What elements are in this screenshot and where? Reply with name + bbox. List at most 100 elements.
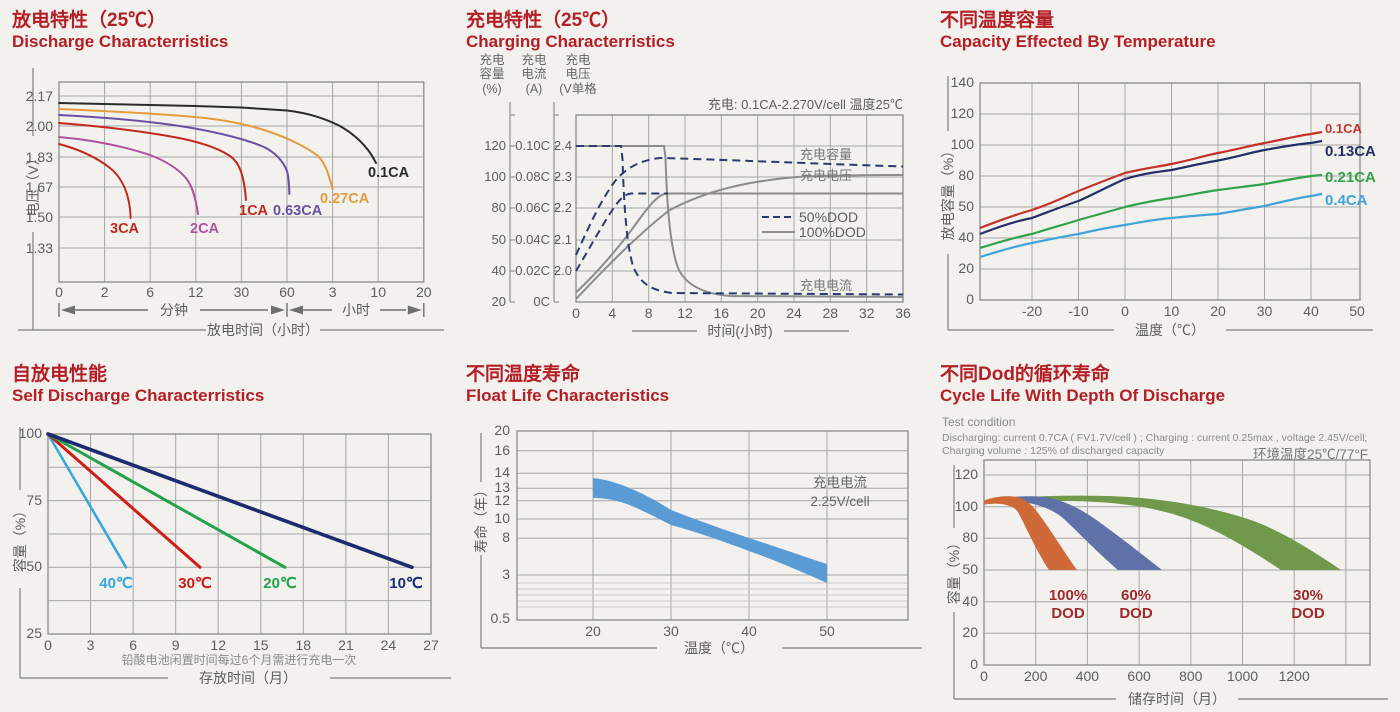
chart-title-zh: 不同Dod的循环寿命 — [940, 364, 1110, 385]
y-tick: 0 — [970, 656, 978, 672]
x-tick: 200 — [1024, 668, 1048, 684]
x-tick: 24 — [786, 305, 802, 321]
x-tick: 30 — [1257, 303, 1273, 319]
chart-title-zh: 放电特性（25℃） — [12, 10, 167, 31]
cur-tick: 0.08C — [515, 169, 550, 184]
footnote: 铅酸电池闲置时间每过6个月需进行充电一次 — [122, 652, 357, 667]
x-tick: 36 — [895, 305, 911, 321]
y-axis-label: 容量（%） — [946, 536, 962, 604]
x-ticks: 0 2 6 12 30 60 3 10 20 — [55, 284, 432, 300]
dod-label: 100% — [1049, 587, 1087, 604]
x-axis-label: 储存时间（月） — [1128, 691, 1226, 707]
arrow-right-icon — [271, 305, 285, 315]
chart-title-zh: 充电特性（25℃） — [466, 10, 621, 31]
voltage-100dod-curve — [575, 192, 903, 294]
chart-capacity-temperature: 不同温度容量 Capacity Effected By Temperature … — [936, 6, 1398, 351]
cycle-life-plot: Test condition Discharging: current 0.7C… — [942, 415, 1388, 707]
cap-tick: 20 — [492, 294, 506, 309]
header-current: 充电 — [521, 52, 547, 67]
x-ticks: 0 4 8 12 16 20 24 28 32 36 — [572, 305, 911, 321]
chart-capacity-temperature-titles: 不同温度容量 Capacity Effected By Temperature — [940, 10, 1216, 52]
curve-0.21CA — [979, 173, 1323, 250]
y-tick: 20 — [962, 624, 978, 640]
x-tick: 6 — [129, 637, 137, 653]
annotation: 充电电流 2.25V/cell — [810, 475, 869, 509]
volt-tick: 2.2 — [554, 200, 572, 215]
y-tick: 20 — [494, 422, 510, 438]
band-100dod — [984, 496, 1077, 570]
x-ticks: 20 30 40 50 — [585, 623, 835, 639]
ambient-temperature-label: 环境温度25℃/77°F — [1253, 447, 1368, 462]
x-tick: 0 — [1121, 303, 1129, 319]
dod-label: 30% — [1293, 587, 1323, 604]
chart-title-en: Discharge Characterristics — [12, 32, 229, 51]
x-tick: 32 — [859, 305, 875, 321]
x-tick: 20 — [416, 284, 432, 300]
x-tick: 27 — [423, 637, 439, 653]
x-axis-label: 放电时间（小时） — [207, 322, 319, 338]
header-current: 电流 — [521, 67, 547, 81]
x-tick: 3 — [329, 284, 337, 300]
chart-charging: 充电特性（25℃） Charging Characterristics 充电 容… — [462, 6, 932, 351]
y-tick: 50 — [26, 558, 42, 574]
x-tick: 30 — [663, 623, 679, 639]
x-ticks: -20 -10 0 10 20 30 40 50 — [1022, 303, 1365, 319]
y-tick: 1.50 — [26, 209, 53, 225]
outer-axis: 电压（V） 放电时间（小时） — [18, 68, 444, 338]
x-tick: 12 — [188, 284, 204, 300]
outer-axis: 容量（%） 储存时间（月） — [946, 465, 1388, 707]
y-axis-label: 容量（%） — [12, 504, 28, 572]
axis-headers: 充电 容量 (%) 充电 电流 (A) 充电 电压 (V单格 — [479, 52, 597, 96]
volt-tick: 2.3 — [554, 169, 572, 184]
cur-tick: 0.06C — [515, 200, 550, 215]
current-curve-label: 充电电流 — [800, 278, 852, 293]
chart-title-en: Float Life Characteristics — [466, 386, 670, 405]
y-tick: 50 — [962, 561, 978, 577]
x-tick: 600 — [1127, 668, 1151, 684]
test-condition-line: Test condition — [942, 415, 1015, 429]
series-label: 0.1CA — [368, 165, 410, 181]
curve-0.13CA — [979, 139, 1323, 236]
x-tick: -10 — [1068, 303, 1088, 319]
chart-cycle-life-titles: 不同Dod的循环寿命 Cycle Life With Depth Of Disc… — [940, 364, 1225, 406]
curve-0.1CA — [58, 102, 377, 164]
y-tick: 1.83 — [26, 149, 53, 165]
y-tick: 25 — [26, 625, 42, 641]
charging-plot: 充电 容量 (%) 充电 电流 (A) 充电 电压 (V单格 充电: 0.1CA… — [479, 52, 911, 339]
x-tick: 3 — [87, 637, 95, 653]
x-axis-label: 温度（℃） — [684, 640, 754, 656]
dod-label: DOD — [1119, 605, 1153, 622]
x-axis-label-group: 时间(小时) — [632, 323, 849, 339]
y-tick: 10 — [494, 510, 510, 526]
x-ticks: 0 3 6 9 12 15 18 21 24 27 — [44, 637, 439, 653]
float-life-band — [593, 478, 827, 583]
y-ticks: 140 120 100 80 50 40 20 0 — [951, 74, 975, 307]
y-tick: 100 — [951, 136, 975, 152]
y-tick: 8 — [502, 529, 510, 545]
legend-50dod-label: 50%DOD — [799, 209, 858, 225]
header-capacity-unit: (%) — [482, 82, 501, 96]
float-life-plot: 寿命（年） 温度（℃） 20 16 14 13 12 10 8 3 0.5 20… — [473, 422, 922, 656]
volt-tick: 2.0 — [554, 263, 572, 278]
legend: 50%DOD 100%DOD — [762, 209, 866, 240]
y-tick: 75 — [26, 492, 42, 508]
x-tick: 2 — [101, 284, 109, 300]
x-tick: 20 — [585, 623, 601, 639]
span-minutes-label: 分钟 — [160, 302, 188, 318]
mini-axes — [509, 102, 559, 303]
chart-float-life-titles: 不同温度寿命 Float Life Characteristics — [466, 364, 669, 406]
curve-3CA — [58, 143, 132, 219]
series-label: 0.27CA — [320, 191, 370, 207]
y-tick: 16 — [494, 442, 510, 458]
header-voltage: 充电 — [565, 52, 591, 67]
x-tick: 28 — [823, 305, 839, 321]
voltage-ticks: 2.4 2.3 2.2 2.1 2.0 — [554, 138, 572, 278]
y-tick: 80 — [958, 167, 974, 183]
series-label: 3CA — [110, 221, 140, 237]
voltage-50dod-curve — [575, 192, 668, 272]
x-tick: 20 — [1210, 303, 1226, 319]
y-ticks: 20 16 14 13 12 10 8 3 0.5 — [491, 422, 511, 626]
test-condition-line: Charging volume : 125% of discharged cap… — [942, 445, 1165, 457]
outer-axis: 容量（%） 存放时间（月） — [12, 427, 451, 686]
